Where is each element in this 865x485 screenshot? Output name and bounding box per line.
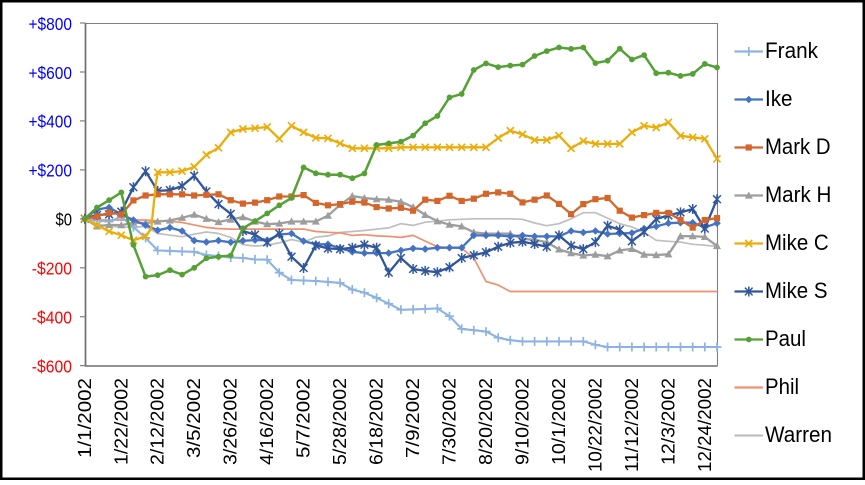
- svg-text:$0: $0: [56, 210, 73, 230]
- svg-text:6/18/2002: 6/18/2002: [367, 378, 387, 465]
- svg-text:5/28/2002: 5/28/2002: [330, 378, 350, 465]
- svg-text:3/5/2002: 3/5/2002: [184, 378, 204, 458]
- svg-text:3/26/2002: 3/26/2002: [221, 378, 241, 465]
- svg-text:8/20/2002: 8/20/2002: [476, 378, 496, 465]
- svg-text:1/1/2002: 1/1/2002: [75, 378, 95, 458]
- svg-text:Paul: Paul: [765, 326, 806, 351]
- svg-text:+$800: +$800: [29, 14, 73, 34]
- svg-text:Warren: Warren: [765, 422, 832, 447]
- svg-text:Frank: Frank: [765, 38, 819, 63]
- svg-text:10/1/2002: 10/1/2002: [549, 378, 569, 465]
- svg-text:Mark D: Mark D: [765, 134, 831, 159]
- svg-text:7/9/2002: 7/9/2002: [403, 378, 423, 458]
- svg-text:1/22/2002: 1/22/2002: [111, 378, 131, 465]
- svg-text:12/24/2002: 12/24/2002: [695, 378, 715, 472]
- svg-text:Mike S: Mike S: [765, 278, 828, 303]
- svg-text:Ike: Ike: [765, 86, 793, 111]
- svg-text:Mark H: Mark H: [765, 182, 831, 207]
- svg-text:9/10/2002: 9/10/2002: [513, 378, 533, 465]
- svg-text:10/22/2002: 10/22/2002: [585, 378, 605, 472]
- svg-text:11/12/2002: 11/12/2002: [622, 378, 642, 472]
- svg-text:+$200: +$200: [29, 161, 73, 181]
- svg-text:7/30/2002: 7/30/2002: [440, 378, 460, 465]
- svg-text:4/16/2002: 4/16/2002: [257, 378, 277, 465]
- svg-text:+$400: +$400: [29, 112, 73, 132]
- svg-text:-$400: -$400: [32, 308, 72, 328]
- svg-text:+$600: +$600: [29, 63, 73, 83]
- svg-text:5/7/2002: 5/7/2002: [294, 378, 314, 458]
- svg-text:12/3/2002: 12/3/2002: [658, 378, 678, 465]
- svg-text:Mike C: Mike C: [765, 230, 829, 255]
- svg-text:Phil: Phil: [765, 374, 799, 399]
- svg-text:2/12/2002: 2/12/2002: [148, 378, 168, 465]
- svg-text:-$200: -$200: [32, 259, 72, 279]
- svg-text:-$600: -$600: [32, 356, 72, 376]
